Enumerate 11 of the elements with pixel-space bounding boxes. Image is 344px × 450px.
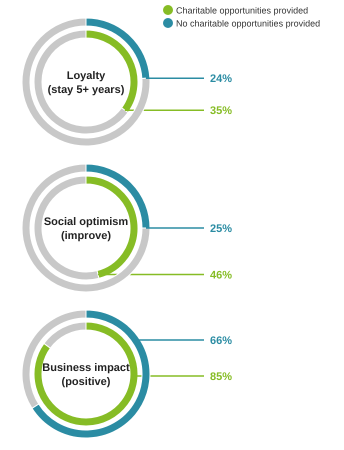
data-label: 85% [210, 371, 232, 383]
data-label: 25% [210, 223, 232, 235]
legend-label: No charitable opportunities provided [176, 18, 320, 28]
data-label: 46% [210, 269, 232, 282]
data-label: 35% [210, 105, 232, 118]
text: Business impact (positive) [42, 362, 130, 388]
data-label: 66% [210, 335, 232, 347]
legend-label: Charitable opportunities provided [176, 6, 308, 16]
data-label: 24% [210, 73, 232, 86]
text: Loyalty (stay 5+ years) [48, 70, 125, 96]
text: Social optimism (improve) [44, 216, 128, 242]
